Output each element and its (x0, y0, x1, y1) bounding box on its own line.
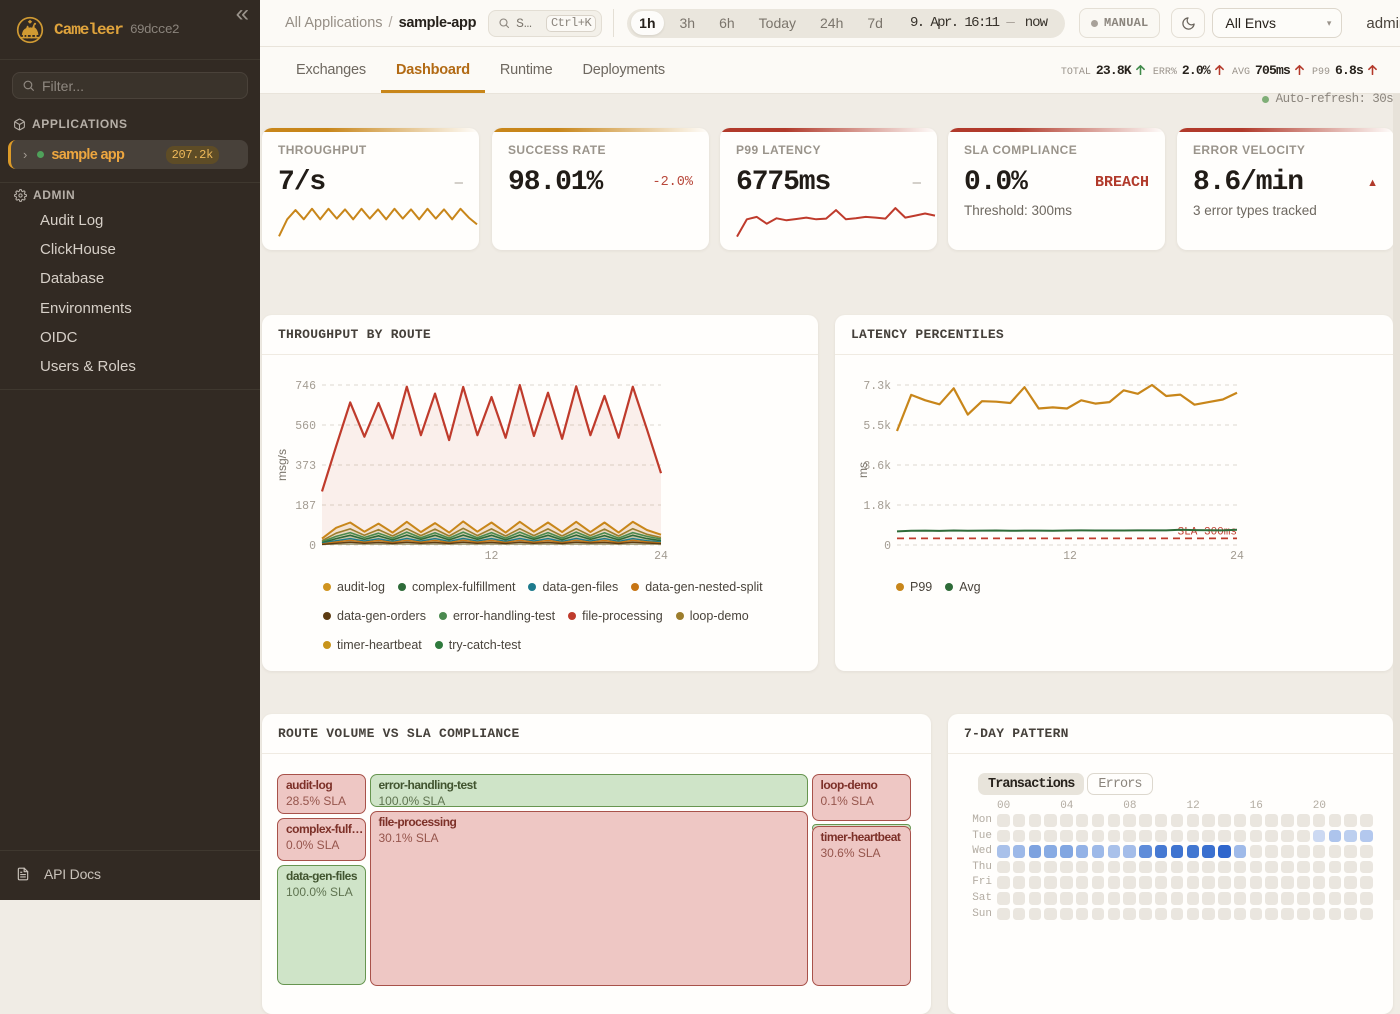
svg-text:ms: ms (856, 462, 870, 478)
svg-text:SLA 300ms: SLA 300ms (1178, 526, 1237, 538)
svg-text:373: 373 (295, 460, 316, 473)
svg-text:12: 12 (1063, 550, 1077, 563)
svg-text:24: 24 (654, 550, 668, 563)
svg-text:560: 560 (295, 420, 316, 433)
svg-text:0: 0 (309, 540, 316, 553)
svg-text:5.5k: 5.5k (863, 420, 891, 433)
svg-text:1.8k: 1.8k (863, 500, 891, 513)
svg-text:7.3k: 7.3k (863, 380, 891, 393)
svg-text:0: 0 (884, 540, 891, 553)
svg-text:187: 187 (295, 500, 316, 513)
svg-text:746: 746 (295, 380, 316, 393)
svg-text:3.6k: 3.6k (863, 460, 891, 473)
svg-text:12: 12 (485, 550, 499, 563)
svg-text:msg/s: msg/s (278, 449, 289, 481)
svg-text:24: 24 (1230, 550, 1244, 563)
